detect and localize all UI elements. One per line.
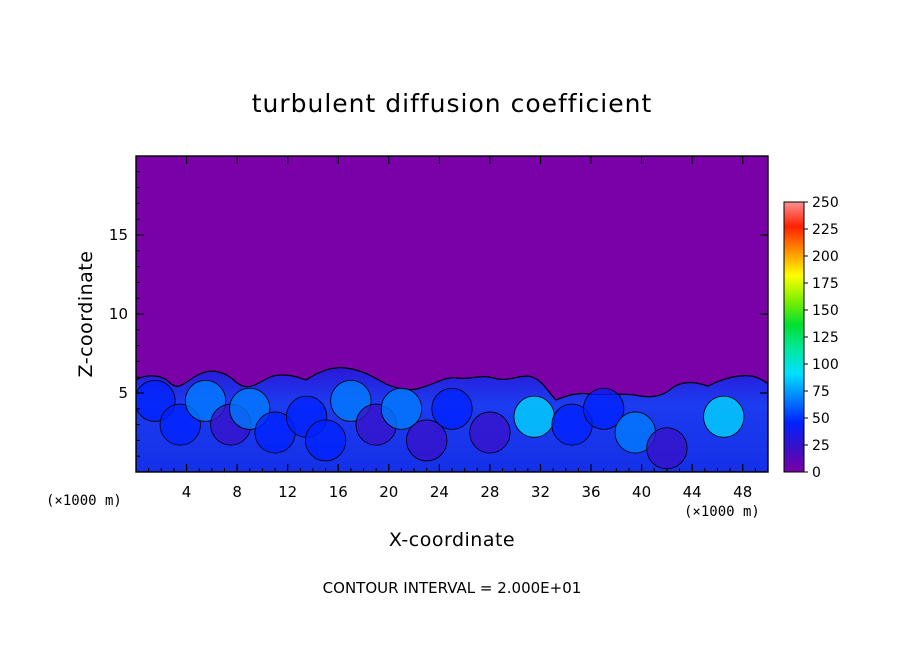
colorbar-tick-label: 50 <box>812 411 830 427</box>
heatmap-cell <box>380 387 423 430</box>
x-unit-label: (×1000 m) <box>684 504 760 520</box>
x-tick-label: 8 <box>232 483 242 501</box>
heatmap-cell <box>431 387 473 430</box>
y-unit-label: (×1000 m) <box>46 493 122 509</box>
colorbar-tick-label: 125 <box>812 330 839 346</box>
colorbar-tick-label: 175 <box>812 276 839 292</box>
y-tick-label: 10 <box>109 305 128 323</box>
colorbar-tick-label: 100 <box>812 357 839 373</box>
x-tick-label: 4 <box>182 483 192 501</box>
x-tick-label: 16 <box>329 483 348 501</box>
colorbar-tick-label: 25 <box>812 438 830 454</box>
colorbar-tick-label: 225 <box>812 222 839 238</box>
colorbar-tick-label: 200 <box>812 249 839 265</box>
x-tick-label: 48 <box>733 483 752 501</box>
heatmap-cell <box>583 387 625 430</box>
contour-interval-note: CONTOUR INTERVAL = 2.000E+01 <box>323 579 582 597</box>
colorbar-tick-label: 75 <box>812 384 830 400</box>
x-axis: 4 8 12 16 20 24 28 32 36 40 44 48 <box>148 156 756 501</box>
x-tick-label: 12 <box>278 483 297 501</box>
x-tick-label: 36 <box>581 483 600 501</box>
colorbar-ticks: 0 25 50 75 100 125 150 175 200 225 250 <box>804 195 839 481</box>
colorbar-tick-label: 0 <box>812 465 821 481</box>
heatmap-cell <box>469 411 511 454</box>
y-tick-label: 5 <box>118 384 128 402</box>
heatmap-cell <box>646 427 688 470</box>
heatmap-cell <box>703 395 745 438</box>
colorbar-tick-label: 250 <box>812 195 839 211</box>
y-axis: 5 10 15 <box>109 171 768 457</box>
x-tick-label: 24 <box>430 483 449 501</box>
chart-title: turbulent diffusion coefficient <box>252 89 653 118</box>
heatmap-cell <box>513 395 555 438</box>
heatmap-cell <box>304 419 347 462</box>
heatmap-cells <box>136 379 745 470</box>
heatmap-cell <box>406 419 448 462</box>
x-tick-label: 32 <box>531 483 550 501</box>
colorbar-tick-label: 150 <box>812 303 839 319</box>
y-tick-label: 15 <box>109 226 128 244</box>
x-tick-label: 20 <box>379 483 398 501</box>
x-tick-label: 40 <box>632 483 651 501</box>
x-axis-title: X-coordinate <box>389 529 515 551</box>
x-tick-label: 28 <box>480 483 499 501</box>
y-axis-title: Z-coordinate <box>75 251 97 378</box>
colorbar <box>783 201 805 473</box>
x-tick-label: 44 <box>683 483 702 501</box>
